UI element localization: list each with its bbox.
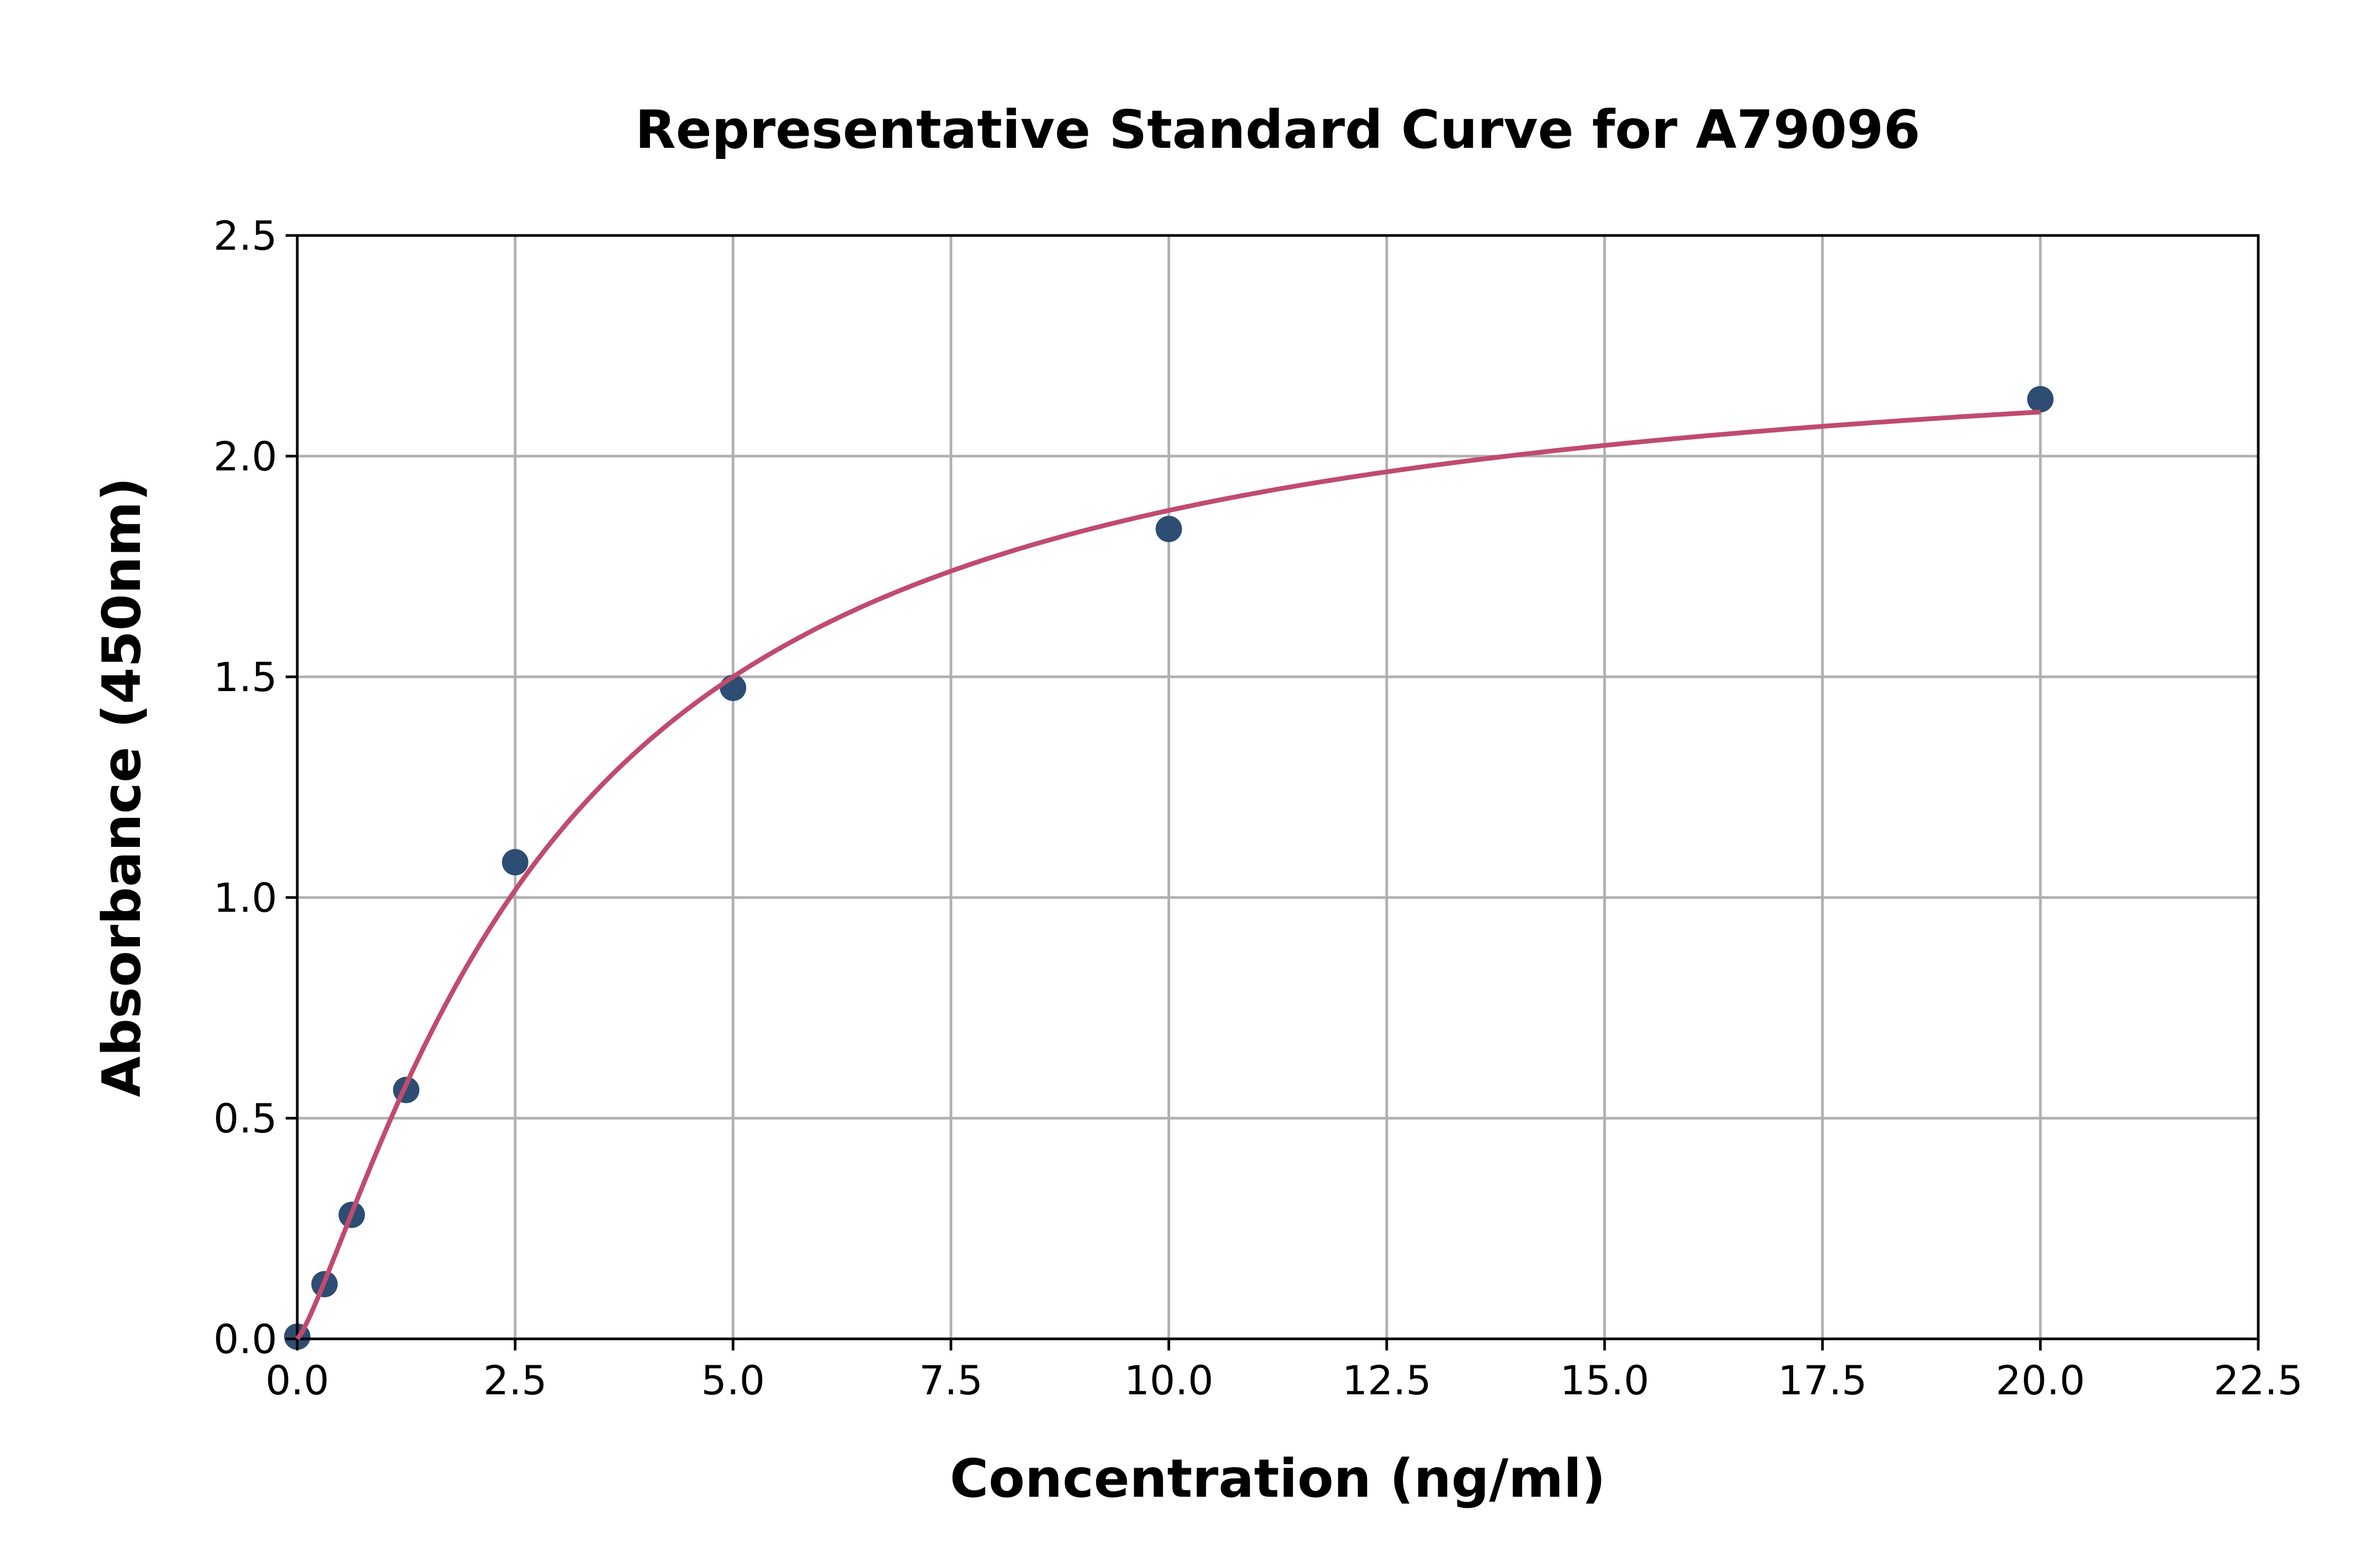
data-point [1155,515,1182,542]
y-tick-label: 0.5 [213,1095,277,1142]
x-tick-label: 0.0 [266,1357,329,1404]
x-tick-label: 10.0 [1124,1357,1213,1404]
data-points [284,386,2054,1350]
grid [296,234,2260,1340]
x-tick-label: 7.5 [919,1357,983,1404]
plot-frame [296,234,2260,1340]
y-axis-ticks: 0.0 0.5 1.0 1.5 2.0 2.5 [213,212,297,1363]
x-tick-label: 5.0 [701,1357,765,1404]
x-tick-label: 12.5 [1342,1357,1431,1404]
chart-title: Representative Standard Curve for A79096 [635,99,1920,160]
x-tick-label: 22.5 [2213,1357,2303,1404]
data-point [502,849,529,876]
x-tick-label: 20.0 [1996,1357,2085,1404]
y-tick-label: 2.5 [213,212,277,259]
y-axis-label: Absorbance (450nm) [91,477,153,1097]
fit-curve [295,409,2041,1340]
x-tick-label: 15.0 [1560,1357,1649,1404]
y-tick-label: 2.0 [213,433,277,480]
x-tick-label: 2.5 [483,1357,547,1404]
y-tick-label: 0.0 [213,1316,277,1363]
x-axis-label: Concentration (ng/ml) [950,1448,1606,1509]
x-tick-label: 17.5 [1778,1357,1867,1404]
data-point [2027,386,2054,413]
y-tick-label: 1.5 [213,654,277,701]
x-axis-ticks: 0.0 2.5 5.0 7.5 10.0 12.5 15.0 17.5 20.0 22.5 [266,1339,2303,1404]
y-tick-label: 1.0 [213,874,277,921]
